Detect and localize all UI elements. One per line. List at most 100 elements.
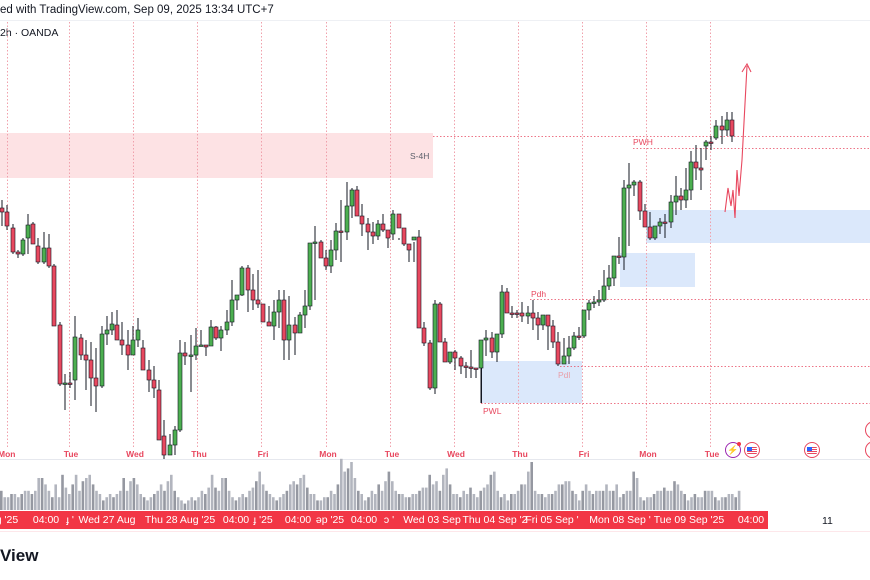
volume-bar: [632, 471, 635, 510]
candle-bull: [297, 314, 303, 334]
volume-bar: [357, 490, 360, 510]
volume-bar: [30, 494, 34, 510]
volume-bar: [23, 490, 27, 510]
volume-bar: [61, 474, 64, 510]
volume-bar: [241, 494, 244, 510]
candle-bear: [182, 352, 188, 357]
volume-bar: [190, 497, 193, 510]
volume-bar: [57, 497, 61, 510]
volume-bar: [734, 497, 737, 510]
volume-bar: [425, 487, 428, 510]
candle-bear: [30, 223, 36, 245]
candle-bear: [57, 324, 63, 385]
volume-bar: [523, 484, 527, 510]
volume-bar: [588, 490, 591, 510]
candle-bull: [540, 314, 546, 326]
volume-bar: [85, 478, 88, 510]
earnings-bolt-icon[interactable]: ⚡: [725, 442, 741, 458]
us-economic-event-icon[interactable]: [804, 442, 820, 458]
volume-bar: [10, 494, 13, 510]
time-axis[interactable]: g '25 04:00 ɟ ' Wed 27 Aug Thu 28 Aug '25 04:…: [0, 511, 768, 529]
volume-bar: [3, 497, 6, 510]
day-label: Tue: [63, 449, 79, 459]
volume-bar: [173, 490, 176, 510]
volume-bar: [197, 497, 200, 510]
volume-bar: [581, 490, 584, 510]
volume-bar: [557, 484, 561, 510]
candle-bear: [519, 312, 525, 317]
volume-bar: [105, 497, 108, 510]
volume-bar: [207, 487, 210, 510]
symbol-info: 2h · OANDA: [0, 27, 59, 39]
zone-label: S-4H: [410, 151, 430, 161]
volume-bar: [6, 497, 10, 510]
candle-bear: [260, 303, 266, 323]
day-label: Tue: [384, 449, 400, 459]
candle-bull: [688, 161, 694, 191]
volume-bar: [649, 497, 652, 510]
volume-bar: [234, 500, 238, 510]
volume-bar: [115, 494, 119, 510]
volume-bar: [408, 497, 411, 510]
volume-bar: [472, 494, 476, 510]
volume-bar: [132, 478, 136, 510]
volume-bar: [652, 494, 656, 510]
volume-bar: [683, 494, 686, 510]
candle-bull: [99, 333, 105, 387]
volume-bar: [714, 497, 717, 510]
price-chart[interactable]: [0, 0, 870, 540]
volume-bar: [231, 497, 234, 510]
us-economic-event-icon[interactable]: [744, 442, 760, 458]
supply-zone-s4h: [0, 133, 433, 178]
published-timestamp: ed with TradingView.com, Sep 09, 2025 13…: [0, 4, 274, 16]
volume-bar: [669, 490, 673, 510]
volume-bar: [319, 500, 323, 510]
volume-bar: [438, 490, 442, 510]
candle-bear: [140, 347, 146, 371]
level-label: PWH: [633, 137, 653, 147]
volume-bar: [40, 478, 44, 510]
volume-bar: [547, 494, 550, 510]
candle-bear: [504, 291, 510, 314]
volume-bar: [737, 490, 741, 510]
level-label: PWL: [483, 406, 502, 416]
volume-bar: [697, 497, 700, 510]
volume-bar: [462, 490, 465, 510]
volume-bar: [516, 490, 520, 510]
candle-bear: [338, 230, 344, 233]
day-label: Wed: [126, 449, 144, 459]
volume-bar: [0, 490, 3, 510]
candle-bull: [344, 205, 350, 233]
volume-bar: [717, 500, 720, 510]
volume-bar: [88, 474, 91, 510]
volume-bar: [51, 497, 54, 510]
candle-bull: [177, 352, 183, 431]
demand-zone-pwl: [481, 361, 582, 403]
candle-bull: [193, 345, 199, 356]
volume-bar: [527, 471, 530, 510]
volume-bar: [445, 468, 448, 510]
candle-bull: [276, 299, 282, 313]
volume-bar: [153, 494, 156, 510]
volume-bar: [78, 490, 81, 510]
candle-bear: [442, 341, 448, 363]
candle-bull: [581, 309, 587, 337]
volume-bar: [367, 497, 370, 510]
demand-zone-right: [646, 210, 870, 243]
tradingview-brand: View: [0, 546, 39, 565]
volume-bar: [720, 497, 724, 510]
volume-bar: [605, 484, 608, 510]
candle-bear: [509, 312, 515, 315]
candle-bear: [114, 324, 120, 341]
volume-bar: [238, 497, 241, 510]
volume-bar: [13, 494, 17, 510]
volume-bar: [210, 474, 214, 510]
bolt-glyph: ⚡: [727, 444, 739, 455]
candle-bear: [437, 303, 443, 343]
candle-bear: [385, 229, 391, 239]
candle-bull: [375, 223, 381, 237]
candle-bull: [172, 429, 178, 446]
volume-bar: [329, 490, 333, 510]
volume-bar: [353, 478, 357, 510]
candle-bull: [566, 347, 572, 357]
